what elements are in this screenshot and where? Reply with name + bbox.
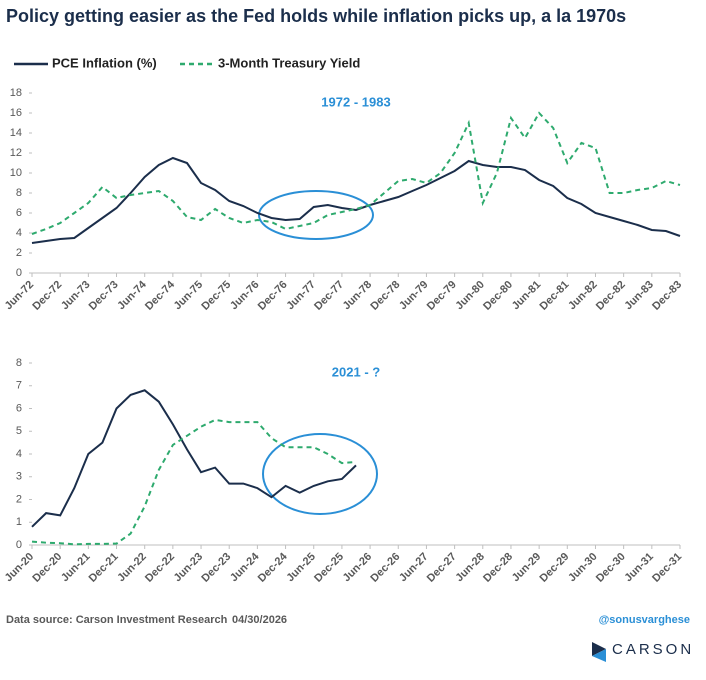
x-tick-label: Jun-83 <box>622 279 656 313</box>
x-tick-label: Jun-73 <box>59 279 93 313</box>
source-note: Data source: Carson Investment Research <box>6 614 228 626</box>
y-tick-label: 16 <box>10 107 22 119</box>
x-tick-label: Jun-72 <box>3 279 37 313</box>
x-tick-label: Dec-77 <box>312 279 346 313</box>
y-tick-label: 1 <box>16 516 22 528</box>
x-tick-label: Dec-26 <box>368 551 402 585</box>
x-tick-label: Jun-25 <box>284 551 318 585</box>
chart-title: Policy getting easier as the Fed holds w… <box>6 6 626 26</box>
x-tick-label: Jun-21 <box>59 551 93 585</box>
x-tick-label: Jun-81 <box>510 279 544 313</box>
x-tick-label: Dec-76 <box>256 279 290 313</box>
x-tick-label: Jun-82 <box>566 279 600 313</box>
x-tick-label: Jun-79 <box>397 279 431 313</box>
x-tick-label: Jun-24 <box>228 550 262 584</box>
y-tick-label: 2 <box>16 493 22 505</box>
x-tick-label: Dec-23 <box>199 551 233 585</box>
x-tick-label: Dec-80 <box>481 279 515 313</box>
y-tick-label: 12 <box>10 147 22 159</box>
legend-label: PCE Inflation (%) <box>52 55 157 70</box>
y-tick-label: 4 <box>16 227 22 239</box>
x-tick-label: Dec-83 <box>650 279 684 313</box>
x-tick-label: Dec-75 <box>199 279 233 313</box>
x-tick-label: Dec-27 <box>425 551 459 585</box>
x-tick-label: Dec-31 <box>650 551 684 585</box>
legend-label: 3-Month Treasury Yield <box>218 55 360 70</box>
y-tick-label: 7 <box>16 380 22 392</box>
x-tick-label: Jun-74 <box>115 278 149 312</box>
x-tick-label: Dec-79 <box>425 279 459 313</box>
x-tick-label: Jun-29 <box>510 551 544 585</box>
x-tick-label: Jun-78 <box>341 279 375 313</box>
x-tick-label: Jun-75 <box>172 279 206 313</box>
x-tick-label: Jun-80 <box>453 279 487 313</box>
y-tick-label: 4 <box>16 448 22 460</box>
date-note: 04/30/2026 <box>232 614 287 626</box>
x-tick-label: Dec-24 <box>256 550 291 585</box>
y-tick-label: 2 <box>16 247 22 259</box>
logo-icon <box>592 642 606 662</box>
x-tick-label: Dec-81 <box>537 279 571 313</box>
x-tick-label: Dec-82 <box>594 279 628 313</box>
x-tick-label: Jun-31 <box>622 551 656 585</box>
handle: @sonusvarghese <box>599 614 690 626</box>
x-tick-label: Dec-78 <box>368 279 402 313</box>
series-line <box>31 418 357 546</box>
y-tick-label: 5 <box>16 425 22 437</box>
x-tick-label: Dec-73 <box>87 279 121 313</box>
series-line <box>31 156 681 244</box>
y-tick-label: 0 <box>16 267 22 279</box>
x-tick-label: Jun-27 <box>397 551 431 585</box>
x-tick-label: Dec-22 <box>143 551 177 585</box>
annotation: 1972 - 1983 <box>321 94 390 109</box>
y-tick-label: 10 <box>10 167 22 179</box>
x-tick-label: Jun-76 <box>228 279 262 313</box>
y-tick-label: 6 <box>16 402 22 414</box>
annotation: 2021 - ? <box>332 364 380 379</box>
y-tick-label: 3 <box>16 471 22 483</box>
x-tick-label: Dec-74 <box>143 278 178 313</box>
y-tick-label: 14 <box>10 127 22 139</box>
y-tick-label: 18 <box>10 87 22 99</box>
x-tick-label: Jun-30 <box>566 551 600 585</box>
x-tick-label: Jun-22 <box>115 551 149 585</box>
x-tick-label: Jun-26 <box>341 551 375 585</box>
x-tick-label: Dec-28 <box>481 551 515 585</box>
series-line <box>31 111 681 235</box>
x-tick-label: Dec-21 <box>87 551 121 585</box>
x-tick-label: Jun-77 <box>284 279 318 313</box>
x-tick-label: Jun-28 <box>453 551 487 585</box>
x-tick-label: Dec-20 <box>30 551 64 585</box>
x-tick-label: Dec-25 <box>312 551 346 585</box>
y-tick-label: 8 <box>16 187 22 199</box>
x-tick-label: Jun-20 <box>3 551 37 585</box>
highlight-ellipse <box>262 433 378 515</box>
y-tick-label: 6 <box>16 207 22 219</box>
x-tick-label: Dec-29 <box>537 551 571 585</box>
logo-text: CARSON <box>612 641 694 658</box>
x-tick-label: Dec-30 <box>594 551 628 585</box>
x-tick-label: Dec-72 <box>30 279 64 313</box>
y-tick-label: 0 <box>16 539 22 551</box>
x-tick-label: Jun-23 <box>172 551 206 585</box>
highlight-ellipse <box>258 190 374 240</box>
y-tick-label: 8 <box>16 357 22 369</box>
series-line <box>31 389 357 528</box>
